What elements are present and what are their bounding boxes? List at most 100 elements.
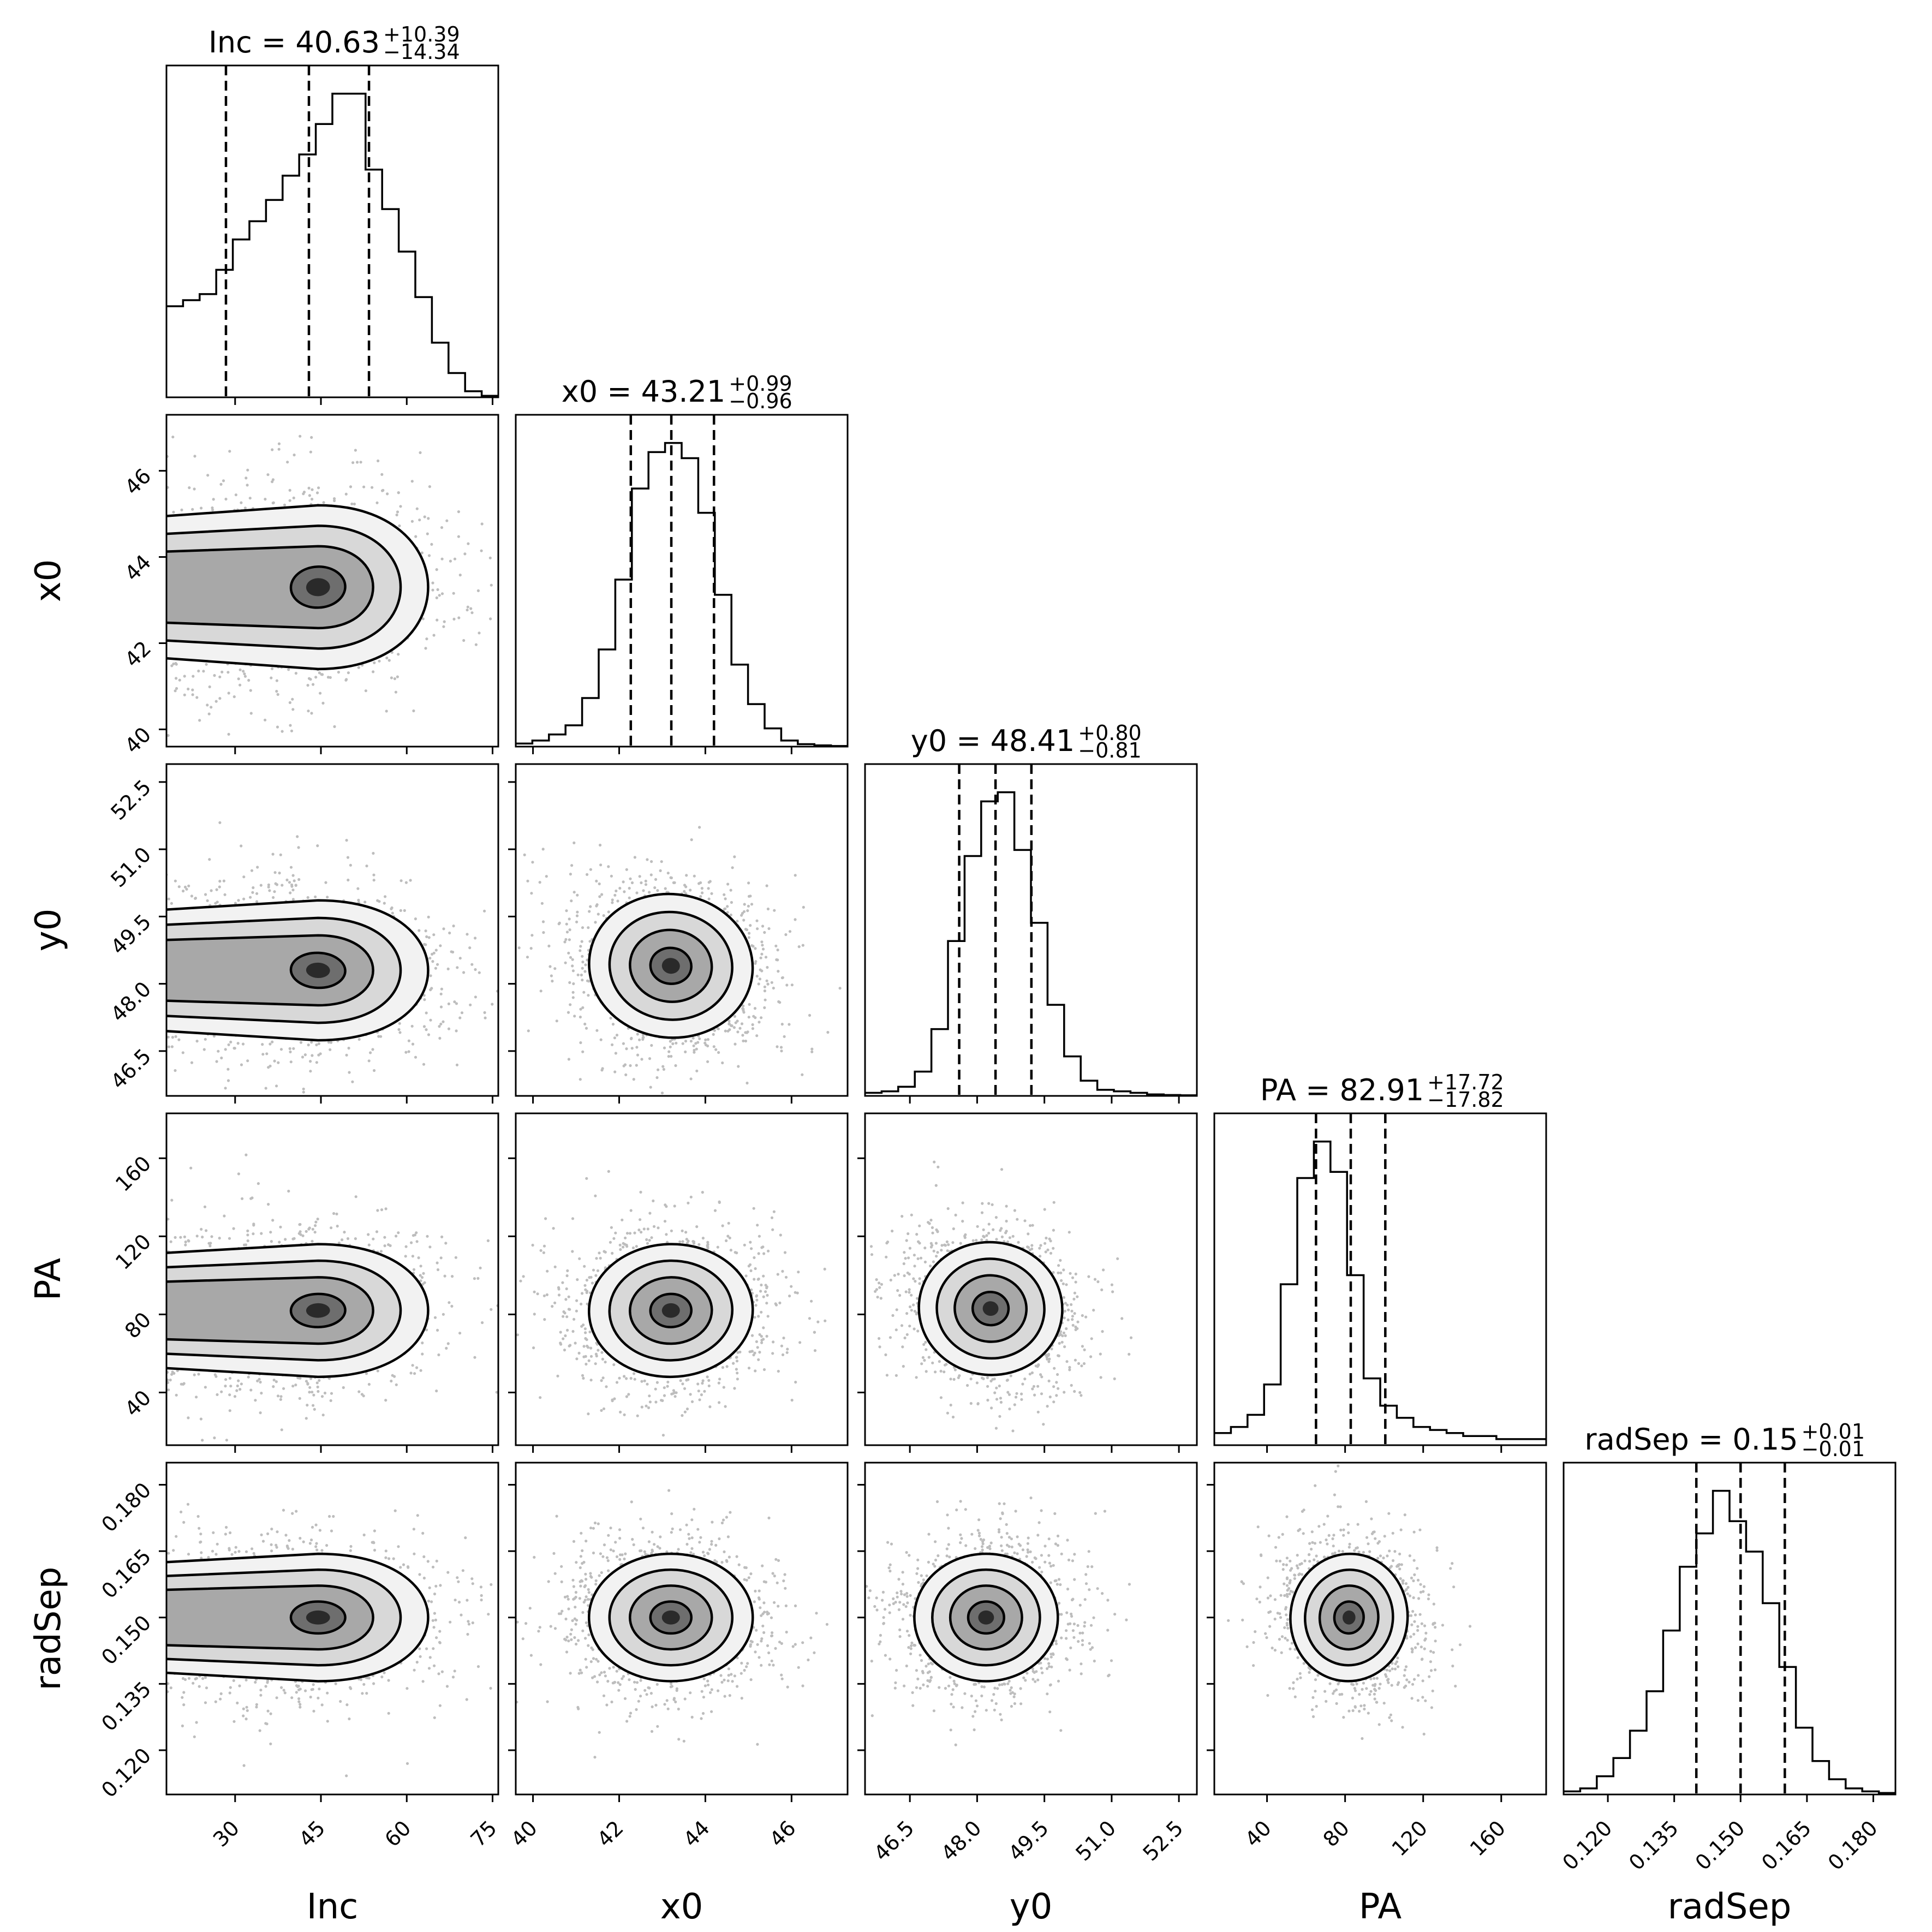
sample-point <box>285 878 289 881</box>
sample-point <box>357 898 360 902</box>
sample-point <box>707 887 710 890</box>
sample-point <box>324 881 327 884</box>
sample-point <box>463 552 467 556</box>
sample-point <box>134 1033 137 1035</box>
sample-point <box>598 895 601 898</box>
sample-point <box>421 1283 425 1286</box>
sample-point <box>568 938 571 941</box>
sample-point <box>431 960 434 963</box>
sample-point <box>707 897 711 901</box>
sample-point <box>615 1034 619 1037</box>
sample-point <box>204 1386 207 1389</box>
sample-point <box>440 592 444 595</box>
sample-point <box>481 1321 484 1325</box>
sample-point <box>743 903 746 906</box>
sample-point <box>246 1239 249 1243</box>
sample-point <box>260 1392 263 1395</box>
sample-point <box>550 974 553 977</box>
sample-point <box>425 1328 428 1332</box>
sample-point <box>747 904 750 908</box>
sample-point <box>302 491 306 494</box>
sample-point <box>448 931 451 935</box>
sample-point <box>575 914 579 917</box>
sample-point <box>581 1050 585 1053</box>
sample-point <box>582 991 586 994</box>
sample-point <box>611 898 614 902</box>
sample-point <box>275 1084 278 1088</box>
sample-point <box>419 451 422 455</box>
sample-point <box>439 944 442 947</box>
sample-point <box>776 958 779 962</box>
sample-point <box>118 544 121 546</box>
sample-point <box>393 677 397 681</box>
sample-point <box>396 510 399 514</box>
sample-point <box>726 1029 730 1033</box>
sample-point <box>657 1068 660 1071</box>
sample-point <box>333 497 336 500</box>
sample-point <box>291 889 295 892</box>
sample-point <box>808 1013 812 1017</box>
sample-point <box>452 592 455 595</box>
sample-point <box>697 882 701 885</box>
sample-point <box>306 684 309 687</box>
sample-point <box>579 1041 582 1045</box>
sample-point <box>455 1063 459 1066</box>
sample-point <box>571 991 575 994</box>
sample-point <box>523 853 526 856</box>
sample-point <box>335 1212 338 1215</box>
sample-point <box>754 1016 757 1019</box>
sample-point <box>765 884 768 887</box>
sample-point <box>195 696 199 699</box>
sample-point <box>211 1105 214 1107</box>
sample-point <box>664 887 667 890</box>
sample-point <box>356 887 360 890</box>
sample-point <box>163 1037 166 1040</box>
sample-point <box>317 1042 321 1045</box>
sample-point <box>694 1042 697 1045</box>
sample-point <box>587 980 591 983</box>
contour-line <box>629 928 713 1003</box>
sample-point <box>372 879 375 882</box>
sample-point <box>571 969 575 973</box>
sample-point <box>632 1078 635 1081</box>
sample-point <box>410 1241 413 1244</box>
sample-point <box>185 887 188 891</box>
sample-point <box>420 1276 424 1279</box>
sample-point <box>648 1057 652 1060</box>
sample-point <box>467 542 470 545</box>
sample-point <box>265 1052 269 1056</box>
sample-point <box>579 945 582 948</box>
sample-point <box>423 998 426 1001</box>
sample-point <box>269 1042 272 1046</box>
sample-point <box>345 839 348 842</box>
sample-point <box>597 913 600 916</box>
sample-point <box>329 676 332 679</box>
sample-point <box>398 1022 401 1025</box>
sample-point <box>742 919 746 922</box>
sample-point <box>838 987 842 990</box>
sample-point <box>750 903 754 906</box>
sample-point <box>614 1052 617 1055</box>
sample-point <box>236 1384 239 1387</box>
sample-point <box>210 1235 213 1238</box>
sample-point <box>706 1044 709 1048</box>
sample-point <box>826 1030 830 1034</box>
sample-point <box>312 1404 315 1407</box>
sample-point <box>315 1381 319 1385</box>
sample-point <box>229 1040 232 1043</box>
sample-point <box>242 670 245 673</box>
sample-point <box>570 864 574 867</box>
sample-point <box>310 1041 313 1044</box>
sample-point <box>272 1385 275 1388</box>
sample-point <box>581 955 584 958</box>
sample-point <box>748 1116 751 1118</box>
sample-point <box>613 1036 616 1040</box>
sample-point <box>726 911 729 914</box>
sample-point <box>623 890 626 893</box>
sample-point <box>190 1061 194 1064</box>
sample-point <box>660 1092 664 1095</box>
sample-point <box>218 1237 221 1240</box>
sample-point <box>350 502 354 505</box>
sample-point <box>385 709 388 713</box>
sample-point <box>483 909 486 913</box>
